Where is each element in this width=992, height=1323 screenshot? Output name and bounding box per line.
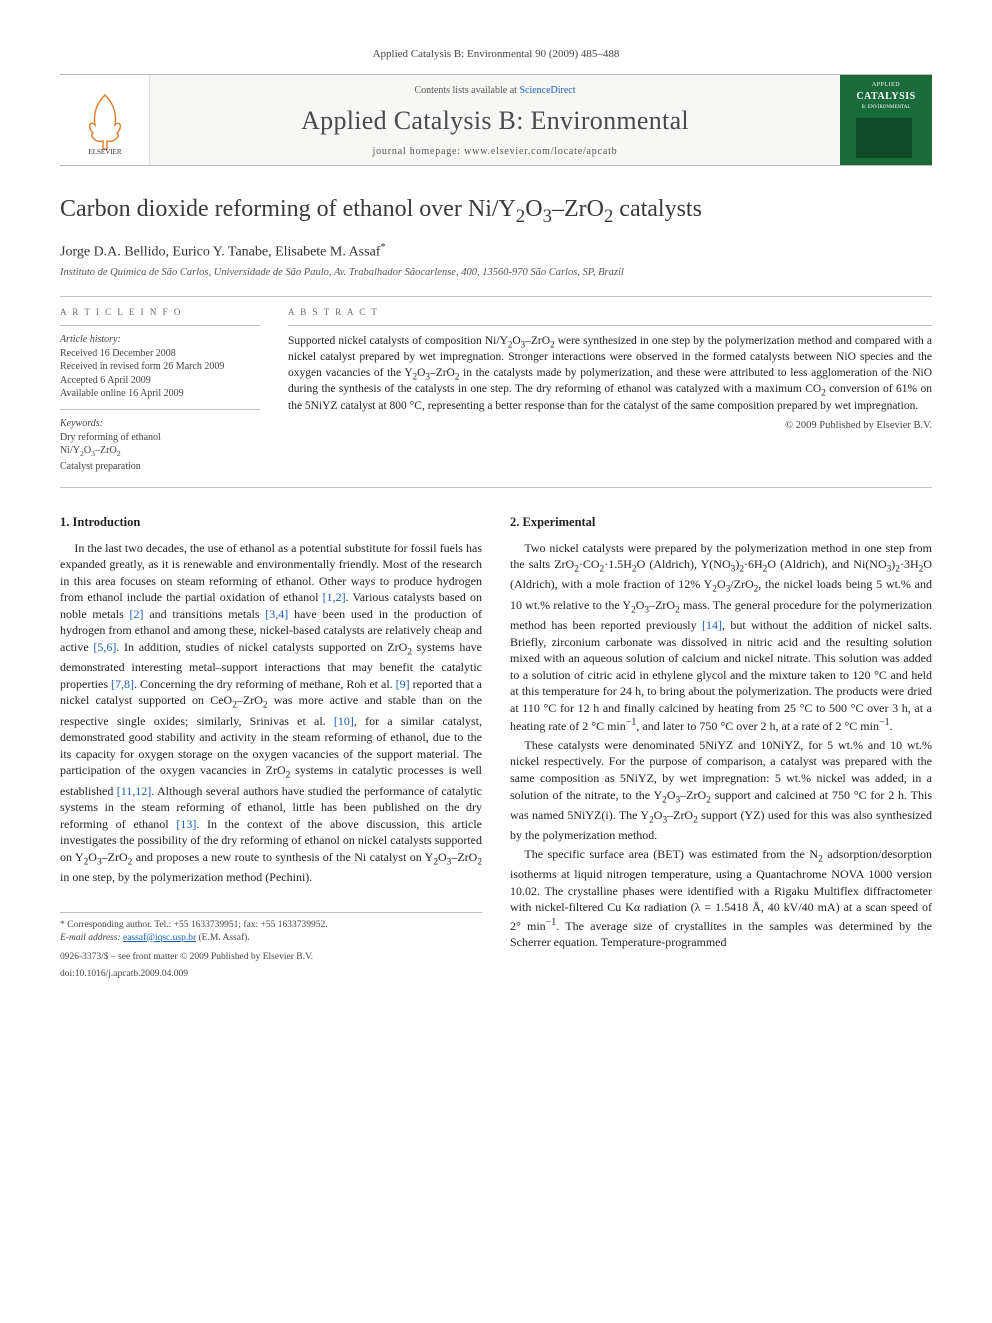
corr-email-name: (E.M. Assaf). — [198, 933, 249, 943]
abstract-copyright: © 2009 Published by Elsevier B.V. — [288, 420, 932, 431]
keywords-label: Keywords: — [60, 418, 260, 429]
corresponding-author-note: * Corresponding author. Tel.: +55 163373… — [60, 919, 482, 945]
contents-available-line: Contents lists available at ScienceDirec… — [158, 85, 832, 96]
publisher-name: ELSEVIER — [88, 148, 121, 155]
history-line: Available online 16 April 2009 — [60, 387, 260, 401]
abstract-block: A B S T R A C T Supported nickel catalys… — [288, 307, 932, 474]
article-info-abstract-row: A R T I C L E I N F O Article history: R… — [60, 296, 932, 489]
contents-prefix: Contents lists available at — [414, 85, 519, 96]
citation[interactable]: [2] — [130, 607, 144, 621]
history-line: Received in revised form 26 March 2009 — [60, 360, 260, 374]
article-info-header: A R T I C L E I N F O — [60, 307, 260, 317]
abstract-text: Supported nickel catalysts of compositio… — [288, 334, 932, 414]
left-column: 1. Introduction In the last two decades,… — [60, 514, 482, 981]
citation[interactable]: [10] — [334, 714, 354, 728]
article-history-label: Article history: — [60, 334, 260, 345]
history-line: Accepted 6 April 2009 — [60, 374, 260, 388]
experimental-p3: The specific surface area (BET) was esti… — [510, 846, 932, 951]
citation[interactable]: [1,2] — [323, 590, 346, 604]
experimental-p1: Two nickel catalysts were prepared by th… — [510, 540, 932, 735]
homepage-prefix: journal homepage: — [373, 146, 465, 157]
publisher-logo: ELSEVIER — [60, 75, 150, 165]
banner-center: Contents lists available at ScienceDirec… — [150, 75, 840, 165]
body-two-columns: 1. Introduction In the last two decades,… — [60, 514, 932, 981]
citation[interactable]: [9] — [396, 677, 410, 691]
affiliation: Instituto de Química de São Carlos, Univ… — [60, 267, 932, 278]
corr-contact: * Corresponding author. Tel.: +55 163373… — [60, 919, 482, 932]
footer-block: * Corresponding author. Tel.: +55 163373… — [60, 912, 482, 981]
page: Applied Catalysis B: Environmental 90 (2… — [0, 0, 992, 1021]
citation[interactable]: [13] — [176, 817, 196, 831]
citation[interactable]: [11,12] — [117, 784, 152, 798]
right-column: 2. Experimental Two nickel catalysts wer… — [510, 514, 932, 981]
cover-label: APPLIED CATALYSIS B: ENVIRONMENTAL — [856, 82, 915, 157]
experimental-p2: These catalysts were denominated 5NiYZ a… — [510, 737, 932, 844]
journal-title: Applied Catalysis B: Environmental — [158, 106, 832, 136]
citation[interactable]: [14] — [702, 618, 722, 632]
keyword: Ni/Y2O3–ZrO2 — [60, 444, 260, 460]
running-head: Applied Catalysis B: Environmental 90 (2… — [60, 48, 932, 60]
journal-homepage-line: journal homepage: www.elsevier.com/locat… — [158, 146, 832, 157]
citation[interactable]: [7,8] — [111, 677, 134, 691]
history-line: Received 16 December 2008 — [60, 347, 260, 361]
keyword: Dry reforming of ethanol — [60, 431, 260, 445]
section-heading-experimental: 2. Experimental — [510, 514, 932, 531]
keyword: Catalyst preparation — [60, 460, 260, 474]
section-heading-intro: 1. Introduction — [60, 514, 482, 531]
issn-line: 0926-3373/$ – see front matter © 2009 Pu… — [60, 951, 482, 964]
email-label: E-mail address: — [60, 933, 121, 943]
authors-line: Jorge D.A. Bellido, Eurico Y. Tanabe, El… — [60, 242, 932, 261]
journal-banner: ELSEVIER Contents lists available at Sci… — [60, 74, 932, 166]
authors-names: Jorge D.A. Bellido, Eurico Y. Tanabe, El… — [60, 245, 380, 260]
citation[interactable]: [5,6] — [93, 640, 116, 654]
journal-cover-thumb: APPLIED CATALYSIS B: ENVIRONMENTAL — [840, 75, 932, 165]
article-info-block: A R T I C L E I N F O Article history: R… — [60, 307, 260, 474]
homepage-url: www.elsevier.com/locate/apcatb — [464, 146, 617, 157]
abstract-header: A B S T R A C T — [288, 307, 932, 317]
doi-line: doi:10.1016/j.apcatb.2009.04.009 — [60, 968, 482, 981]
sciencedirect-link[interactable]: ScienceDirect — [519, 85, 575, 96]
elsevier-tree-icon: ELSEVIER — [75, 85, 135, 155]
citation[interactable]: [3,4] — [265, 607, 288, 621]
corr-email-link[interactable]: eassaf@iqsc.usp.br — [123, 933, 196, 943]
intro-paragraph: In the last two decades, the use of etha… — [60, 540, 482, 886]
corresponding-mark: * — [380, 242, 385, 253]
article-title: Carbon dioxide reforming of ethanol over… — [60, 194, 932, 228]
